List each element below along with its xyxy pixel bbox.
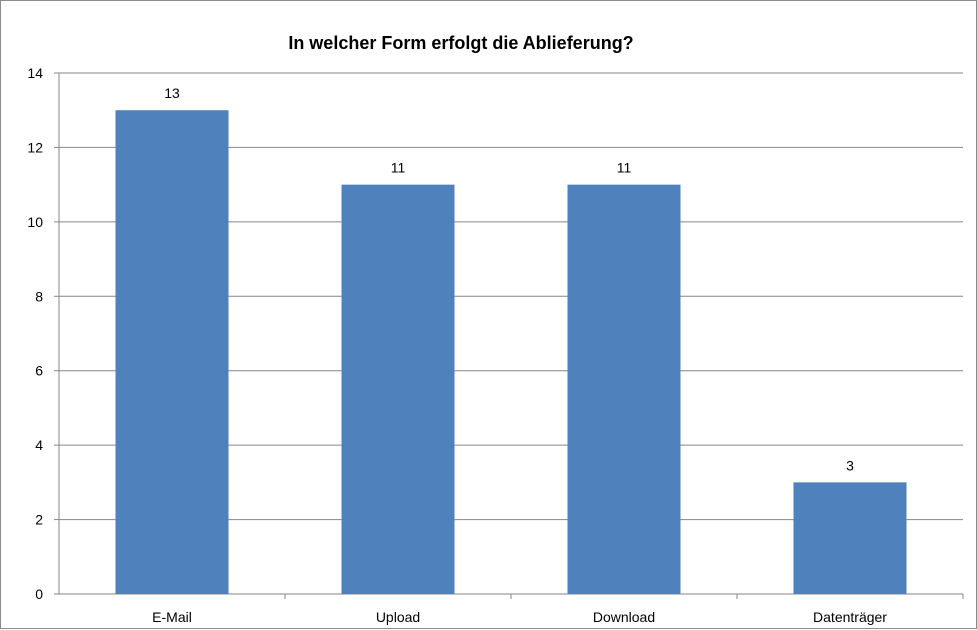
data-label: 11 <box>391 160 406 176</box>
x-tick-label: Datenträger <box>813 609 887 625</box>
chart-title: In welcher Form erfolgt die Ablieferung? <box>288 33 634 53</box>
data-label: 11 <box>617 160 632 176</box>
y-tick-label: 4 <box>35 437 43 453</box>
bar <box>567 184 681 594</box>
y-tick-label: 8 <box>35 288 43 304</box>
y-tick-label: 0 <box>35 586 43 602</box>
data-label: 3 <box>846 457 854 473</box>
x-tick-label: Upload <box>376 609 420 625</box>
data-label: 13 <box>164 85 180 101</box>
bar <box>793 482 907 594</box>
bar <box>115 110 229 594</box>
y-tick-label: 12 <box>27 139 43 155</box>
bar <box>341 184 455 594</box>
y-tick-label: 10 <box>27 214 43 230</box>
y-tick-label: 2 <box>35 512 43 528</box>
y-tick-label: 14 <box>27 65 43 81</box>
y-tick-label: 6 <box>35 363 43 379</box>
x-tick-label: E-Mail <box>152 609 192 625</box>
x-tick-label: Download <box>593 609 655 625</box>
